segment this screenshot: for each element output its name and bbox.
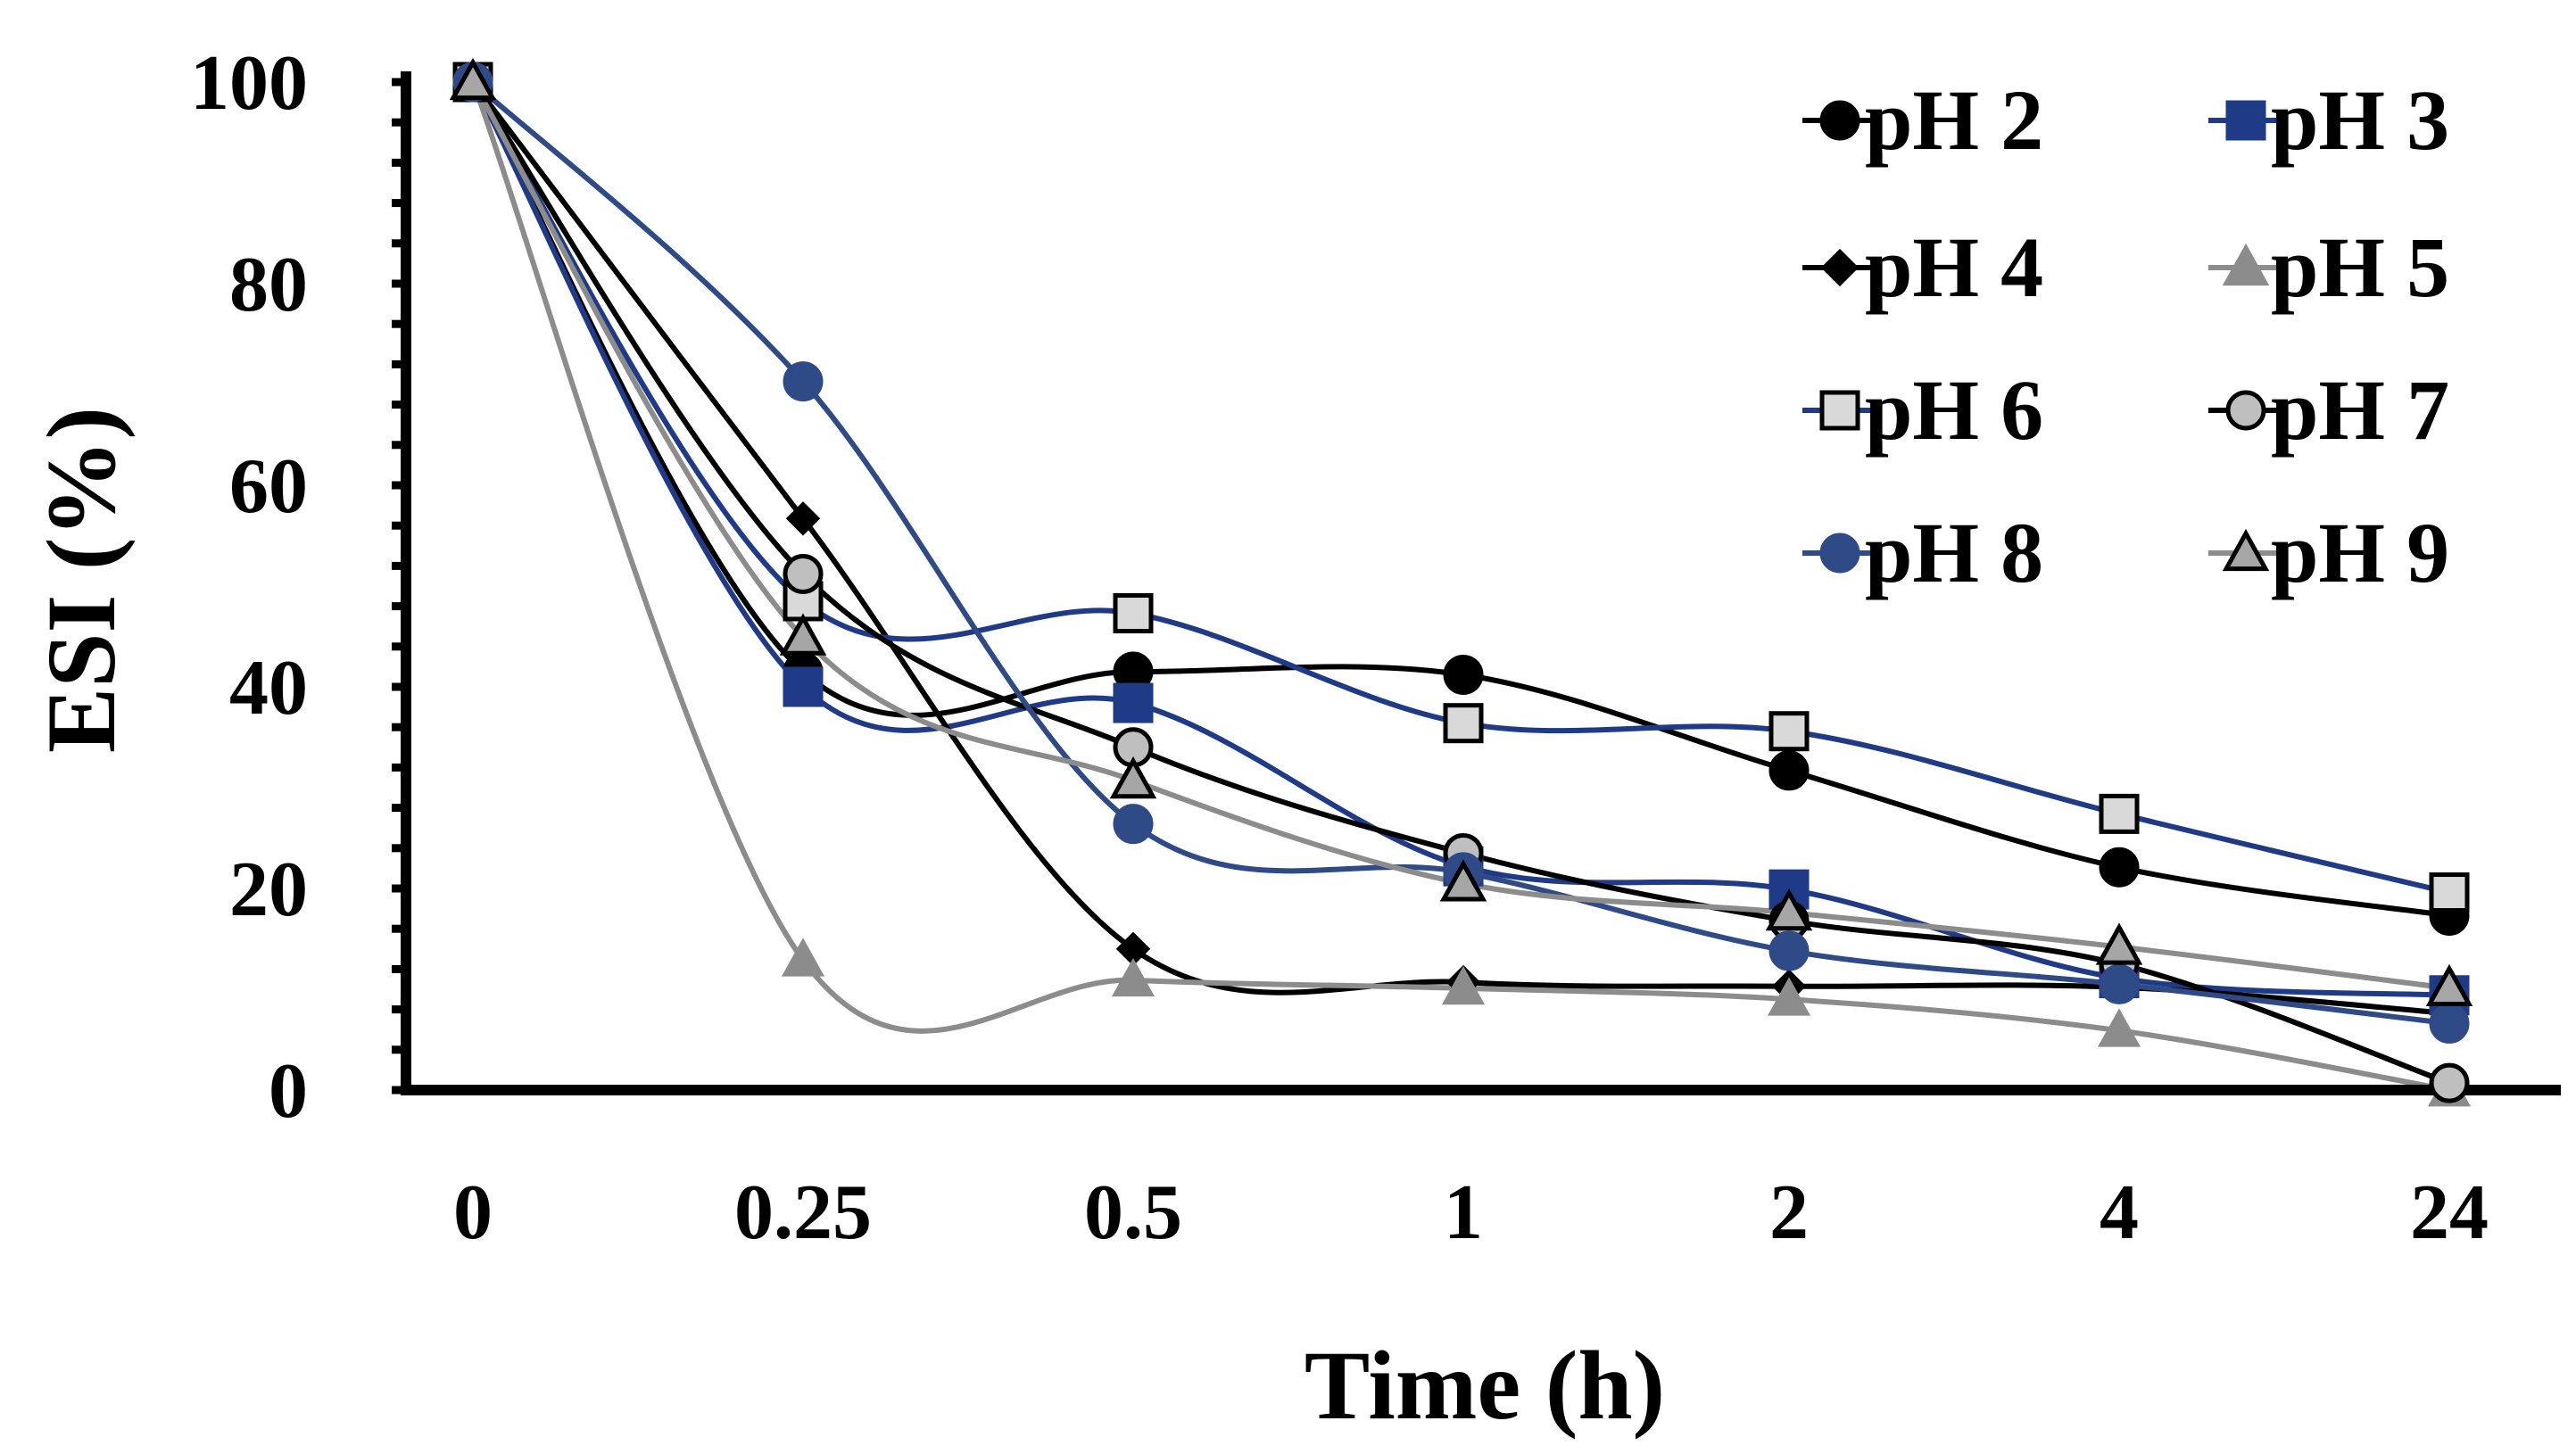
data-point-ph-7 — [2429, 1062, 2470, 1103]
legend-item-ph-7: pH 7 — [2208, 362, 2449, 458]
legend-label: pH 2 — [1865, 72, 2043, 168]
data-point-ph-3 — [783, 666, 824, 707]
legend-label: pH 6 — [1865, 362, 2043, 458]
series-line-ph-7 — [470, 80, 2451, 1086]
data-point-ph-2 — [1443, 654, 1484, 695]
x-tick-label: 24 — [2410, 1169, 2489, 1256]
legend-label: pH 5 — [2271, 219, 2449, 315]
data-point-ph-8 — [1113, 804, 1154, 845]
x-tick-label: 2 — [1769, 1169, 1809, 1256]
data-point-ph-5 — [1111, 957, 1155, 997]
legend-marker — [2225, 390, 2266, 431]
data-point-ph-5 — [2097, 1008, 2141, 1047]
legend-item-ph-2: pH 2 — [1802, 72, 2043, 168]
legend-label: pH 3 — [2271, 72, 2449, 168]
x-tick-label: 0.5 — [1084, 1169, 1182, 1256]
data-point-ph-9 — [1765, 888, 1813, 931]
data-point-ph-8 — [1768, 930, 1810, 971]
legend-marker — [2225, 100, 2266, 141]
y-tick-label: 80 — [229, 242, 308, 328]
series-markers — [449, 57, 2473, 1107]
legend-marker — [2222, 243, 2270, 286]
axes — [401, 71, 2561, 1095]
series-lines — [470, 79, 2451, 1093]
data-point-ph-6 — [1443, 703, 1484, 744]
x-tick-label: 1 — [1444, 1169, 1483, 1256]
data-point-ph-3 — [1113, 682, 1154, 723]
x-tick-label: 4 — [2100, 1169, 2139, 1256]
legend-marker — [1819, 390, 1860, 431]
data-point-ph-9 — [2095, 922, 2143, 965]
data-point-ph-6 — [1768, 711, 1810, 752]
data-point-ph-9 — [2425, 963, 2473, 1006]
data-point-ph-6 — [1113, 593, 1154, 634]
data-point-ph-8 — [783, 361, 824, 402]
legend-item-ph-4: pH 4 — [1802, 219, 2043, 315]
legend-marker — [1819, 100, 1860, 141]
legend-label: pH 9 — [2271, 505, 2449, 600]
x-tick-label: 0 — [453, 1169, 493, 1256]
x-tick-labels: 0 0.25 0.5 1 2 4 24 — [453, 1169, 2489, 1256]
series-line-ph-2 — [470, 80, 2450, 919]
legend-item-ph-6: pH 6 — [1802, 362, 2043, 458]
data-point-ph-2 — [2099, 847, 2140, 888]
y-tick-label: 60 — [229, 443, 308, 530]
legend-label: pH 4 — [1865, 219, 2043, 315]
data-point-ph-5 — [781, 938, 825, 977]
legend-item-ph-9: pH 9 — [2208, 505, 2449, 600]
series-line-ph-6 — [470, 80, 2450, 896]
data-point-ph-6 — [2429, 872, 2470, 913]
x-tick-label: 0.25 — [734, 1169, 872, 1256]
data-point-ph-8 — [2429, 1003, 2470, 1044]
data-point-ph-2 — [1768, 750, 1810, 791]
legend-label: pH 7 — [2271, 362, 2449, 458]
legend-marker — [1820, 248, 1860, 287]
data-point-ph-9 — [449, 57, 497, 101]
data-point-ph-9 — [779, 613, 827, 656]
y-tick-label: 40 — [229, 645, 308, 731]
data-point-ph-5 — [1767, 977, 1811, 1016]
data-point-ph-6 — [2099, 793, 2140, 834]
legend-item-ph-8: pH 8 — [1802, 505, 2043, 600]
y-tick-label: 0 — [269, 1048, 308, 1135]
data-point-ph-9 — [1109, 756, 1157, 799]
legend-marker — [1819, 533, 1860, 574]
data-point-ph-4 — [785, 501, 821, 536]
legend-item-ph-5: pH 5 — [2208, 219, 2449, 315]
data-point-ph-5 — [1441, 965, 1486, 1005]
data-point-ph-9 — [1439, 859, 1487, 902]
y-tick-label: 20 — [229, 847, 308, 933]
series-line-ph-5 — [470, 80, 2450, 1093]
legend-item-ph-3: pH 3 — [2208, 72, 2449, 168]
legend-label: pH 8 — [1865, 505, 2043, 600]
data-point-ph-8 — [2099, 963, 2140, 1004]
x-axis-title: Time (h) — [1305, 1331, 1665, 1440]
y-tick-labels: 0 20 40 60 80 100 — [190, 40, 308, 1135]
legend: pH 2 pH 3 pH 4 pH 5 pH 6 pH 7 pH 8 pH 9 — [1802, 72, 2449, 600]
data-point-ph-7 — [783, 553, 824, 594]
legend-marker — [2222, 528, 2270, 572]
y-tick-label: 100 — [190, 40, 308, 127]
y-axis-title: ESI (%) — [27, 407, 136, 753]
